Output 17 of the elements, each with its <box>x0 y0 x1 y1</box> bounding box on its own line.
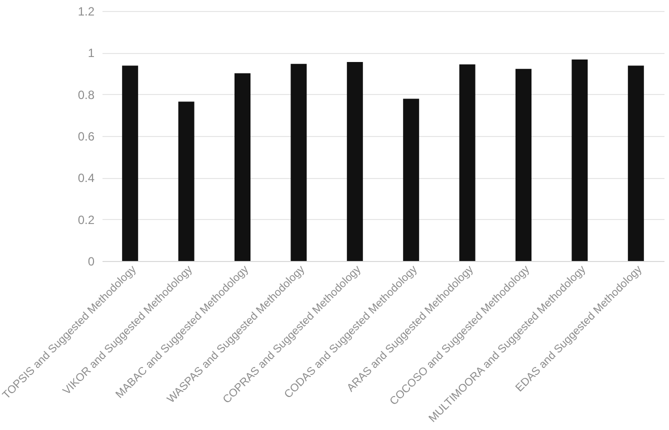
bar <box>516 68 532 261</box>
y-tick-label: 0.8 <box>78 88 95 102</box>
bar <box>459 64 476 261</box>
bar <box>178 102 194 261</box>
y-tick-label: 0 <box>88 254 95 268</box>
y-tick-label: 0.2 <box>78 212 95 227</box>
y-tick-label: 1 <box>88 46 95 60</box>
bar <box>234 73 250 261</box>
y-tick-label: 1.2 <box>78 4 95 18</box>
bar <box>403 98 420 261</box>
bar <box>290 64 307 261</box>
bar <box>572 60 588 261</box>
y-tick-label: 0.6 <box>78 130 95 144</box>
bar <box>628 66 644 261</box>
bar <box>346 62 363 261</box>
bar <box>122 66 138 261</box>
y-tick-label: 0.4 <box>78 171 95 186</box>
